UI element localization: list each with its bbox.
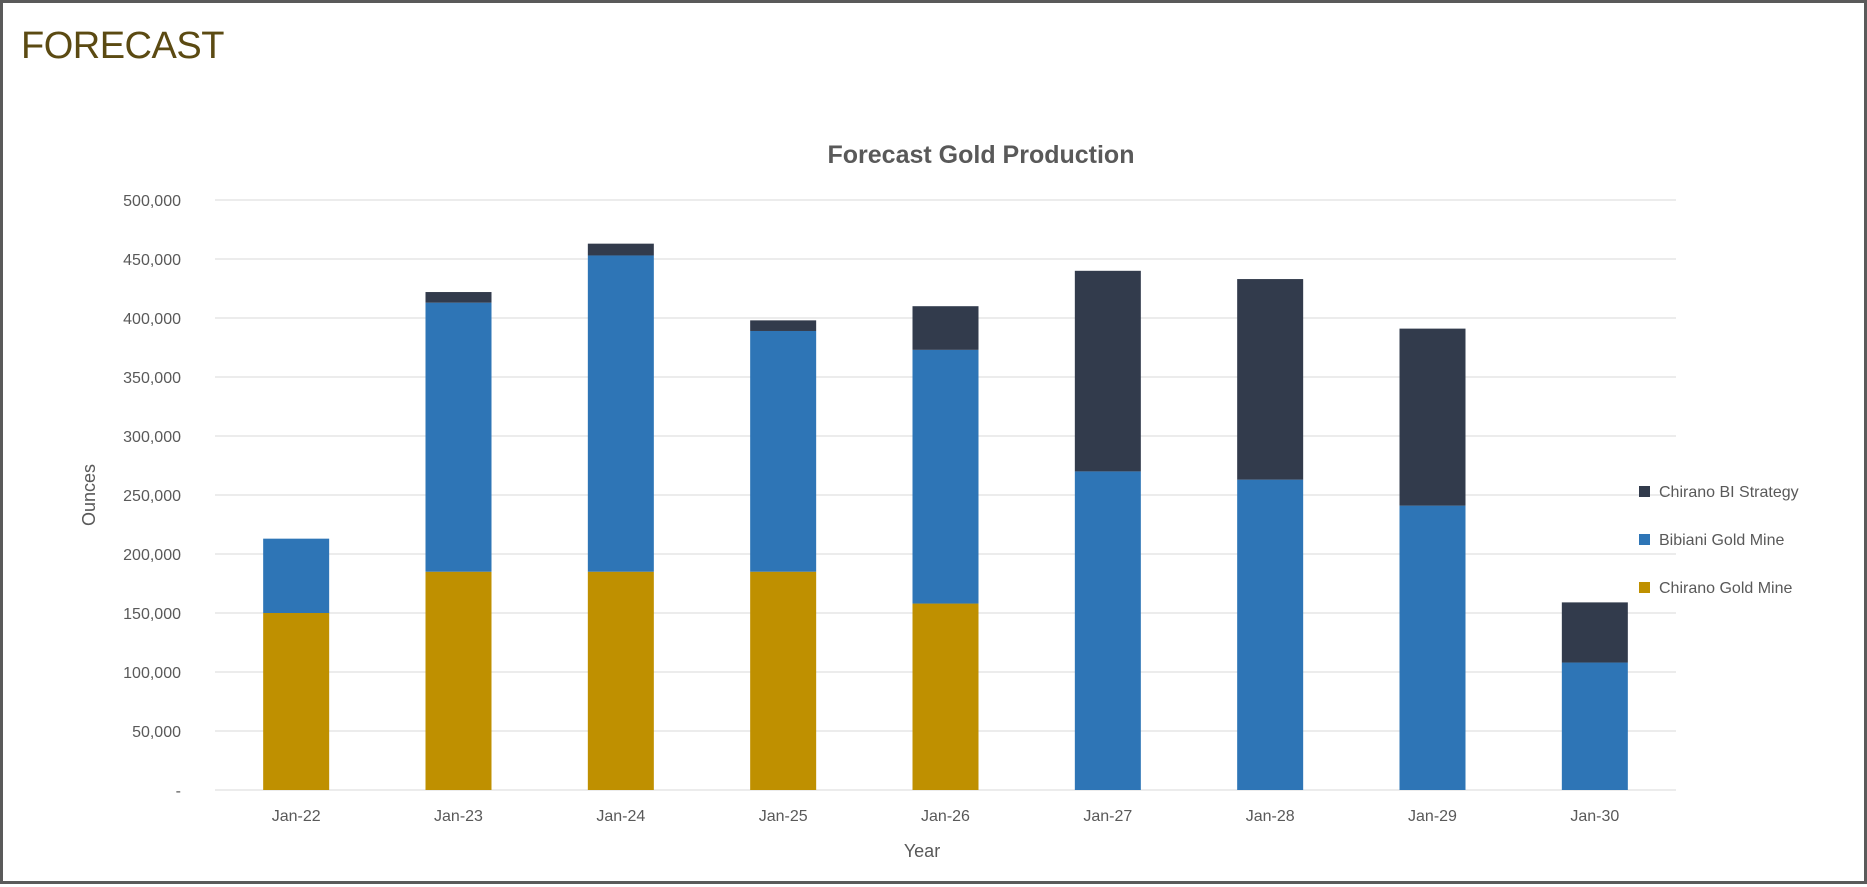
bar-chirano-bi-strategy-jan-29 (1399, 328, 1466, 506)
legend-label: Bibiani Gold Mine (1659, 532, 1785, 549)
y-tick-label: 500,000 (123, 193, 181, 210)
y-tick-label: 400,000 (123, 311, 181, 328)
legend-item: Chirano Gold Mine (1639, 580, 1793, 597)
bar-bibiani-gold-mine-jan-24 (587, 255, 654, 572)
x-tick-label: Jan-25 (759, 808, 808, 825)
y-tick-label: 50,000 (132, 724, 181, 741)
legend-swatch (1639, 534, 1650, 545)
bar-chirano-gold-mine-jan-23 (425, 571, 492, 790)
x-tick-label: Jan-22 (272, 808, 321, 825)
legend-item: Chirano BI Strategy (1639, 484, 1799, 501)
y-tick-label: 350,000 (123, 370, 181, 387)
bar-bibiani-gold-mine-jan-26 (912, 349, 979, 604)
x-axis-label: Year (904, 841, 940, 861)
bar-chirano-bi-strategy-jan-28 (1237, 279, 1304, 480)
stacked-bar-chart: Forecast Gold Production - 50,000 100,000 1… (79, 141, 1799, 861)
bar-chirano-gold-mine-jan-26 (912, 603, 979, 790)
bar-bibiani-gold-mine-jan-28 (1237, 479, 1304, 790)
x-tick-label: Jan-27 (1083, 808, 1132, 825)
legend-item: Bibiani Gold Mine (1639, 532, 1785, 549)
legend-swatch (1639, 486, 1650, 497)
bar-bibiani-gold-mine-jan-30 (1561, 662, 1628, 790)
y-tick-label: 250,000 (123, 488, 181, 505)
x-tick-label: Jan-30 (1570, 808, 1619, 825)
x-axis-ticks: Jan-22 Jan-23 Jan-24 Jan-25 Jan-26 Jan-27 Jan-… (272, 808, 1620, 825)
y-tick-label: 150,000 (123, 606, 181, 623)
bar-chirano-bi-strategy-jan-23 (425, 292, 492, 303)
legend-label: Chirano BI Strategy (1659, 484, 1799, 501)
y-axis-label: Ounces (79, 464, 99, 526)
page-heading: FORECAST (21, 25, 224, 67)
y-tick-label: 100,000 (123, 665, 181, 682)
legend-swatch (1639, 582, 1650, 593)
y-tick-label: - (176, 783, 181, 800)
y-tick-label: 200,000 (123, 547, 181, 564)
bar-chirano-gold-mine-jan-22 (263, 613, 330, 790)
y-axis-ticks: - 50,000 100,000 150,000 200,000 250,000 300,0… (123, 193, 181, 800)
legend: Chirano BI Strategy Bibiani Gold Mine Chir… (1639, 484, 1799, 597)
chart-title: Forecast Gold Production (828, 141, 1135, 169)
bar-chirano-gold-mine-jan-25 (750, 571, 817, 790)
bar-bibiani-gold-mine-jan-25 (750, 330, 817, 572)
bar-bibiani-gold-mine-jan-23 (425, 302, 492, 572)
legend-label: Chirano Gold Mine (1659, 580, 1793, 597)
y-tick-label: 450,000 (123, 252, 181, 269)
bar-bibiani-gold-mine-jan-22 (263, 538, 330, 613)
x-tick-label: Jan-29 (1408, 808, 1457, 825)
bars (263, 243, 1628, 790)
bar-chirano-bi-strategy-jan-27 (1074, 270, 1141, 472)
bar-chirano-bi-strategy-jan-24 (587, 243, 654, 256)
y-tick-label: 300,000 (123, 429, 181, 446)
bar-chirano-bi-strategy-jan-26 (912, 306, 979, 350)
x-tick-label: Jan-23 (434, 808, 483, 825)
x-tick-label: Jan-24 (596, 808, 645, 825)
bar-chirano-gold-mine-jan-24 (587, 571, 654, 790)
x-tick-label: Jan-26 (921, 808, 970, 825)
bar-bibiani-gold-mine-jan-29 (1399, 505, 1466, 790)
bar-chirano-bi-strategy-jan-25 (750, 320, 817, 331)
x-tick-label: Jan-28 (1246, 808, 1295, 825)
bar-chirano-bi-strategy-jan-30 (1561, 602, 1628, 663)
bar-bibiani-gold-mine-jan-27 (1074, 471, 1141, 790)
